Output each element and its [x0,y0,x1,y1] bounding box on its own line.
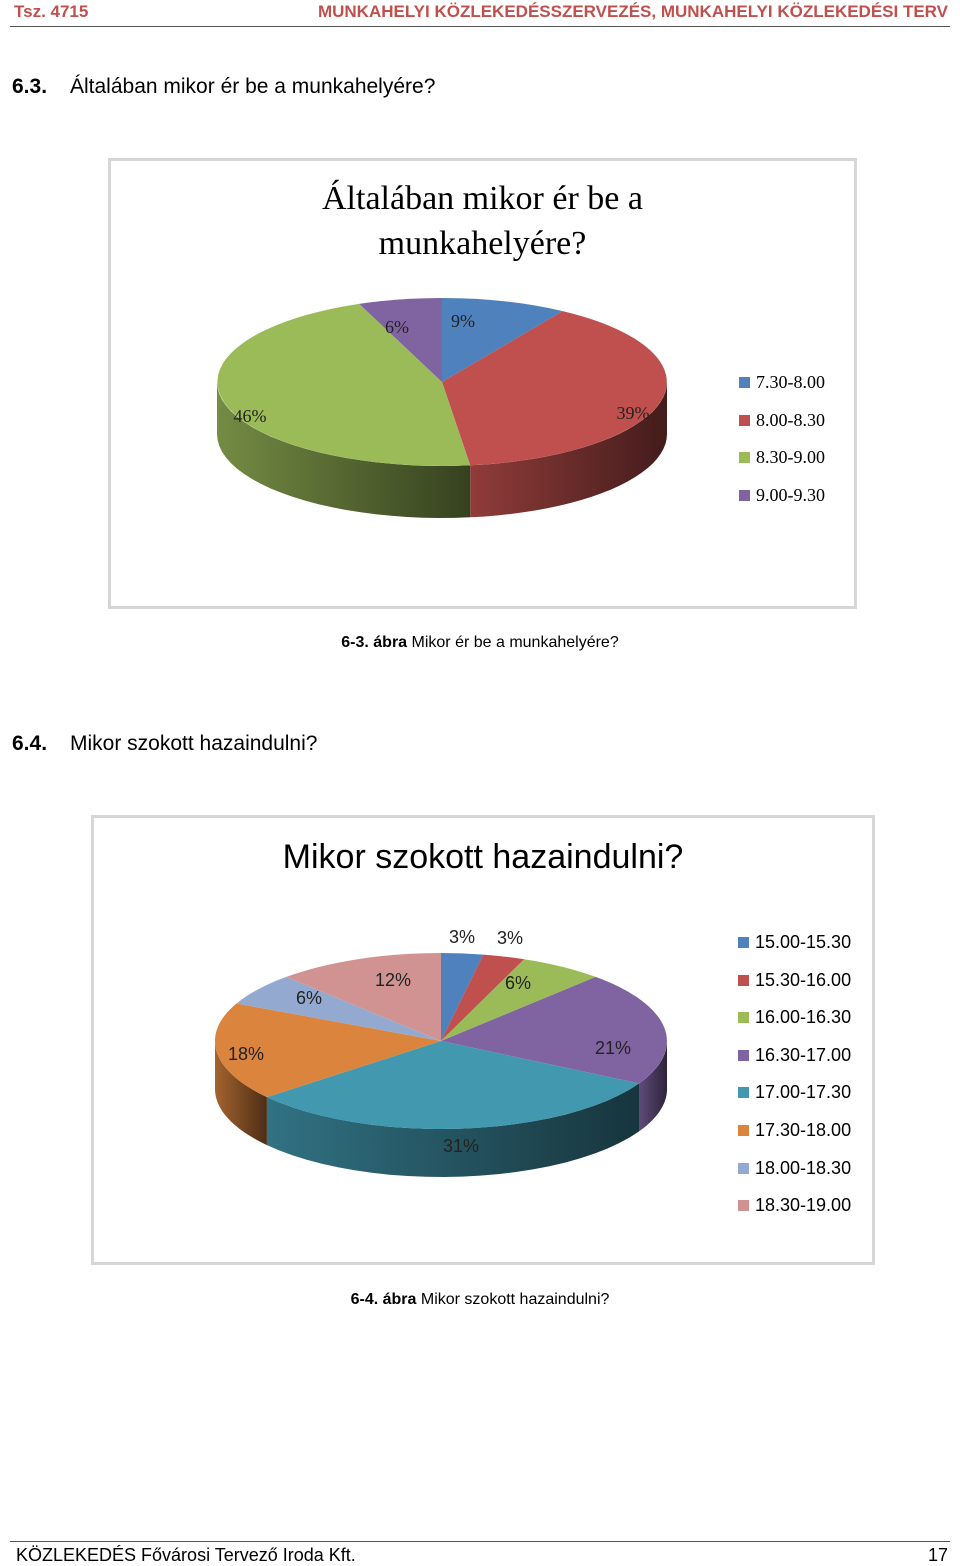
legend-label: 17.00-17.30 [755,1082,852,1103]
pie-slice-side [639,1041,667,1132]
section-number: 6.4. [12,732,48,755]
legend-label: 7.30-8.00 [756,372,825,392]
legend-label: 16.00-16.30 [755,1007,852,1028]
footer-company: KÖZLEKEDÉS Fővárosi Tervező Iroda Kft. [16,1545,356,1565]
pie-slice-16.30-17.00 [441,976,667,1084]
data-label: 3% [449,927,475,947]
data-label: 12% [375,970,411,990]
pie-chart-arrival: 9% 39% 46% 6% [217,298,667,518]
section-title: Mikor szokott hazaindulni? [70,732,318,755]
pie-slice-8.30-9.00 [217,303,471,466]
legend-label: 18.00-18.30 [755,1157,852,1178]
data-label: 21% [595,1038,631,1058]
page-number: 17 [927,1545,948,1565]
pie-slice-8.00-8.30 [442,311,667,466]
chart-departure-time: Mikor szokott hazaindulni? 3% 3% 6% 21% 31% 1… [91,815,875,1265]
data-label: 6% [505,973,531,993]
data-label: 39% [617,403,650,423]
pie-chart-departure: 3% 3% 6% 21% 31% 18% 6% 12% [214,927,667,1177]
pie-slice-side [217,382,471,518]
page-header: Tsz. 4715 MUNKAHELYI KÖZLEKEDÉSSZERVEZÉS… [0,0,960,28]
document-title: MUNKAHELYI KÖZLEKEDÉSSZERVEZÉS, MUNKAHEL… [317,2,948,21]
pie-slice-9.00-9.30 [359,298,442,382]
legend-label: 18.30-19.00 [755,1195,852,1216]
chart-title: Mikor szokott hazaindulni? [94,835,872,880]
legend-swatch [739,377,750,388]
pie-slice-17.00-17.30 [266,1041,639,1129]
legend-swatch [739,489,750,501]
pie-side-walls [217,382,667,518]
data-label: 9% [451,311,475,331]
pie-slice-side [470,382,667,518]
data-label: 31% [443,1136,479,1156]
legend-label: 15.00-15.30 [755,932,852,952]
legend-swatch [738,1012,749,1024]
legend-label: 17.30-18.00 [755,1120,852,1140]
pie-slice-15.30-16.00 [441,954,525,1041]
chart-title: Általában mikor ér be a munkahelyére? [111,176,854,266]
chart-title-line-1: Mikor szokott hazaindulni? [282,838,684,876]
caption-text: Mikor szokott hazaindulni? [420,1291,610,1308]
caption-text: Mikor ér be a munkahelyére? [411,634,619,651]
data-label: 6% [385,317,409,337]
data-label: 3% [497,928,523,948]
header-divider [10,26,950,27]
section-heading-6-3: 6.3. Általában mikor ér be a munkahelyére… [12,75,435,99]
pie-slice-16.00-16.30 [441,959,596,1041]
pie-slice-7.30-8.00 [442,298,563,382]
footer-divider [10,1541,950,1542]
page-footer: KÖZLEKEDÉS Fővárosi Tervező Iroda Kft. 1… [0,1538,960,1565]
legend-swatch [738,974,749,986]
pie-slice-17.30-18.00 [214,1003,441,1098]
pie-side-walls [215,1041,667,1177]
legend-swatch [738,1087,749,1099]
pie-slice-18.00-18.30 [236,976,441,1041]
legend-label: 9.00-9.30 [756,484,825,505]
section-heading-6-4: 6.4. Mikor szokott hazaindulni? [12,732,317,756]
legend-swatch [738,1200,749,1212]
legend-label: 15.30-16.00 [755,969,852,990]
legend-swatch [738,937,749,948]
legend-swatch [738,1049,749,1061]
pie-slice-18.30-19.00 [286,953,441,1041]
figure-caption-6-4: 6-4. ábra Mikor szokott hazaindulni? [0,1291,960,1309]
legend-label: 8.30-9.00 [756,447,825,467]
chart-arrival-time: Általában mikor ér be a munkahelyére? 9%… [108,158,857,609]
caption-number: 6-4. ábra [350,1291,417,1308]
chart-title-line-1: Általában mikor ér be a [322,180,643,217]
legend-swatch [739,414,750,426]
legend-swatch [739,452,750,463]
data-label: 6% [296,988,322,1008]
data-label: 46% [234,406,267,426]
legend-swatch [738,1125,749,1136]
legend-swatch [738,1162,749,1174]
section-number: 6.3. [12,75,48,98]
data-label: 18% [228,1044,264,1064]
legend-label: 16.30-17.00 [755,1044,852,1065]
section-title: Általában mikor ér be a munkahelyére? [70,75,436,98]
legend-label: 8.00-8.30 [756,409,825,430]
chart-title-line-2: munkahelyére? [378,225,587,262]
pie-slice-15.00-15.30 [441,953,484,1041]
pie-slice-side [215,1041,267,1146]
figure-caption-6-3: 6-3. ábra Mikor ér be a munkahelyére? [0,634,960,652]
caption-number: 6-3. ábra [341,634,408,651]
pie-slice-side [266,1083,639,1177]
document-id: Tsz. 4715 [14,2,89,21]
